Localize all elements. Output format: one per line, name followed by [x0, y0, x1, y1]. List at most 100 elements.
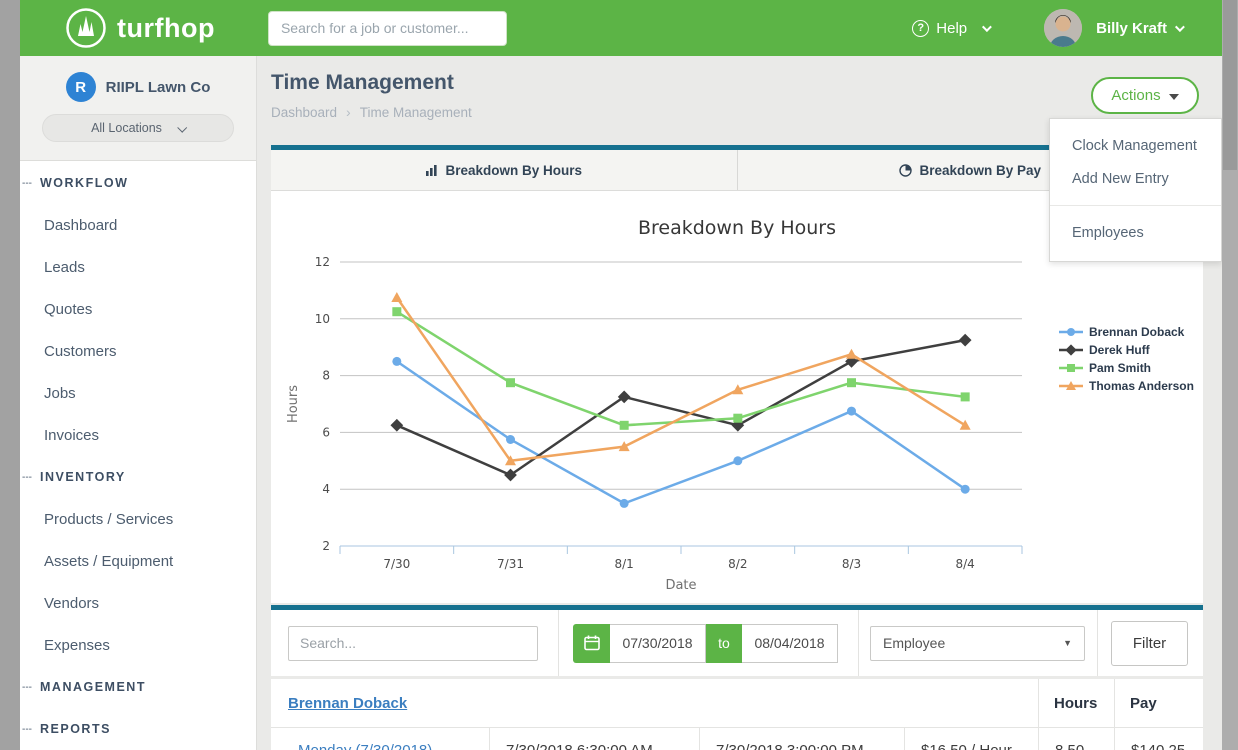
date-to-input[interactable] — [742, 623, 838, 663]
svg-text:12: 12 — [315, 255, 330, 269]
calendar-icon — [583, 635, 600, 651]
date-from-input[interactable] — [610, 623, 706, 663]
clock-icon — [899, 163, 913, 177]
breadcrumb-current: Time Management — [359, 104, 472, 120]
date-range-to-label: to — [706, 623, 742, 663]
tab-label: Breakdown By Pay — [919, 162, 1042, 178]
actions-label: Actions — [1111, 87, 1161, 104]
tree-dash-icon: --- — [22, 471, 32, 483]
actions-button[interactable]: Actions — [1091, 77, 1199, 114]
svg-text:Date: Date — [665, 578, 696, 593]
window-edge-left — [0, 0, 20, 750]
pay-rate: $16.50 / Hour — [904, 728, 1038, 750]
avatar-photo — [1044, 9, 1083, 47]
table-header-row: Brennan Doback Hours Pay — [271, 679, 1203, 727]
sidebar-item-leads[interactable]: Leads — [44, 258, 85, 276]
breadcrumb: Dashboard › Time Management — [271, 104, 1203, 120]
svg-text:6: 6 — [322, 425, 330, 439]
column-header-pay: Pay — [1130, 694, 1157, 712]
location-filter-label: All Locations — [91, 121, 162, 135]
clock-out-time: 7/30/2018 3:00:00 PM — [699, 728, 904, 750]
sidebar-item-quotes[interactable]: Quotes — [44, 300, 93, 318]
sidebar: R RIIPL Lawn Co All Locations --- WORKFLO… — [20, 56, 257, 750]
filter-bar: to Employee ▼ Filter — [271, 610, 1203, 676]
sidebar-item-vendors[interactable]: Vendors — [44, 594, 100, 612]
sidebar-item-products-services[interactable]: Products / Services — [44, 510, 174, 528]
help-menu[interactable]: ? Help — [912, 19, 993, 37]
calendar-button[interactable] — [573, 623, 610, 663]
sidebar-item-invoices[interactable]: Invoices — [44, 426, 100, 444]
menu-item-add-new-entry[interactable]: Add New Entry — [1072, 170, 1169, 187]
app-window: turfhop ? Help Billy Kraft — [20, 0, 1222, 750]
legend-marker-icon — [1059, 328, 1083, 336]
sidebar-item-assets-equipment[interactable]: Assets / Equipment — [44, 552, 174, 570]
legend-item[interactable]: Brennan Doback — [1059, 323, 1194, 341]
scrollbar-thumb[interactable] — [1223, 0, 1237, 170]
legend-marker-icon — [1059, 381, 1083, 390]
location-filter-dropdown[interactable]: All Locations — [42, 114, 234, 142]
sidebar-section-inventory[interactable]: --- INVENTORY — [22, 470, 126, 484]
filter-button[interactable]: Filter — [1111, 620, 1188, 666]
caret-down-icon: ▼ — [1063, 638, 1072, 648]
svg-text:4: 4 — [322, 482, 330, 496]
svg-text:7/30: 7/30 — [383, 557, 410, 571]
user-menu[interactable]: Billy Kraft — [1096, 20, 1185, 37]
global-search-input[interactable] — [267, 10, 507, 46]
brand-name: turfhop — [117, 12, 215, 43]
svg-text:10: 10 — [315, 312, 330, 326]
day-link[interactable]: Monday (7/30/2018) — [298, 742, 432, 750]
pay-value: $140.25 — [1114, 728, 1203, 750]
breadcrumb-dashboard[interactable]: Dashboard — [271, 104, 338, 120]
sidebar-item-expenses[interactable]: Expenses — [44, 636, 110, 654]
company-name: RIIPL Lawn Co — [105, 78, 211, 96]
tree-dash-icon: --- — [22, 681, 32, 693]
legend-item[interactable]: Thomas Anderson — [1059, 377, 1194, 395]
sidebar-company-block: R RIIPL Lawn Co All Locations — [20, 56, 256, 161]
legend-item[interactable]: Derek Huff — [1059, 341, 1194, 359]
tab-breakdown-by-pay[interactable]: Breakdown By Pay — [736, 150, 1204, 190]
sidebar-item-jobs[interactable]: Jobs — [44, 384, 76, 402]
svg-text:8/3: 8/3 — [842, 557, 861, 571]
sidebar-item-dashboard[interactable]: Dashboard — [44, 216, 118, 234]
legend-item[interactable]: Pam Smith — [1059, 359, 1194, 377]
menu-item-employees[interactable]: Employees — [1072, 224, 1144, 241]
svg-text:Hours: Hours — [286, 385, 301, 423]
sidebar-section-management[interactable]: --- MANAGEMENT — [22, 680, 146, 694]
help-label: Help — [936, 19, 968, 37]
help-icon: ? — [912, 19, 930, 37]
time-entries-table: Brennan Doback Hours Pay - Monday (7/30/… — [271, 679, 1203, 750]
page-header: Time Management Dashboard › Time Managem… — [271, 56, 1203, 145]
scrollbar[interactable] — [1222, 0, 1238, 750]
tree-dash-icon: --- — [22, 177, 32, 189]
sidebar-section-reports[interactable]: --- REPORTS — [22, 722, 111, 736]
legend-label: Brennan Doback — [1089, 325, 1185, 339]
grass-logo-icon — [66, 8, 106, 48]
menu-item-clock-management[interactable]: Clock Management — [1072, 137, 1197, 154]
legend-label: Derek Huff — [1089, 343, 1150, 357]
tab-label: Breakdown By Hours — [445, 162, 583, 178]
tree-dash-icon: --- — [22, 723, 32, 735]
actions-dropdown-menu: Clock Management Add New Entry Employees — [1049, 118, 1222, 262]
clock-in-time: 7/30/2018 6:30:00 AM — [489, 728, 699, 750]
hours-value: 8.50 — [1038, 728, 1114, 750]
chevron-down-icon — [177, 122, 188, 133]
filter-accent-bar — [271, 605, 1203, 610]
employee-select[interactable]: Employee ▼ — [870, 625, 1085, 661]
sidebar-item-customers[interactable]: Customers — [44, 342, 117, 360]
row-collapse-toggle[interactable]: - — [287, 742, 292, 750]
sidebar-nav: --- WORKFLOW Dashboard Leads Quotes Customers… — [20, 161, 256, 750]
top-navbar: turfhop ? Help Billy Kraft — [20, 0, 1222, 56]
table-row: - Monday (7/30/2018) 7/30/2018 6:30:00 A… — [271, 727, 1203, 750]
brand-logo[interactable]: turfhop — [65, 7, 215, 49]
sidebar-section-workflow[interactable]: --- WORKFLOW — [22, 176, 129, 190]
chevron-right-icon: › — [346, 104, 351, 120]
table-search-input[interactable] — [288, 625, 538, 661]
chevron-down-icon — [982, 21, 993, 32]
svg-text:2: 2 — [322, 539, 330, 553]
bar-chart-icon — [426, 165, 438, 176]
tab-breakdown-by-hours[interactable]: Breakdown By Hours — [271, 150, 737, 190]
legend-label: Thomas Anderson — [1089, 379, 1194, 393]
employee-group-link[interactable]: Brennan Doback — [288, 694, 408, 712]
employee-select-value: Employee — [883, 635, 946, 651]
avatar[interactable] — [1044, 9, 1083, 47]
